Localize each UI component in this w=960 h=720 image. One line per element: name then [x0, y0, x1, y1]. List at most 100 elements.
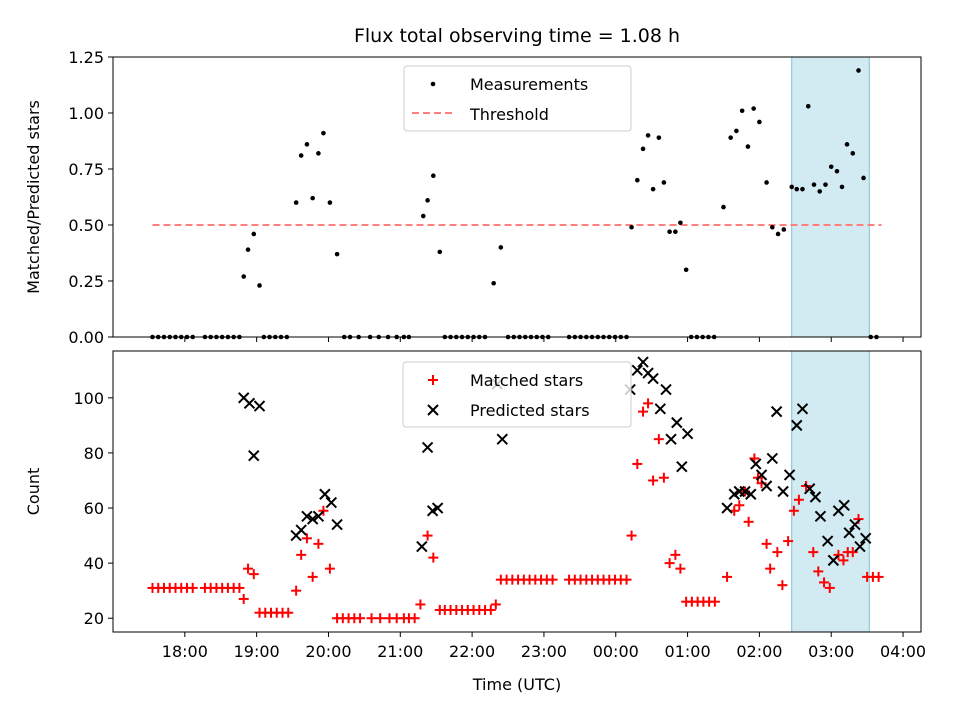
marker-stroke [238, 392, 250, 404]
predicted-star-point [416, 540, 428, 553]
matched-star-point [638, 406, 649, 417]
x-tick-label: 03:00 [808, 642, 854, 661]
legend-cross [427, 404, 439, 416]
predicted-star-point [295, 524, 307, 536]
predicted-star-point [676, 460, 688, 473]
predicted-star-point [783, 469, 796, 481]
predicted-star-point [306, 513, 319, 525]
matched-star-point [415, 599, 426, 610]
marker-stroke [681, 427, 694, 440]
predicted-star-point [721, 502, 733, 514]
measurement-point [775, 231, 781, 237]
matched-star-point [648, 475, 659, 486]
predicted-star-point [770, 405, 783, 418]
marker-stroke [243, 397, 256, 410]
measurements-panel: 0.00 0.25 0.50 0.75 1.00 1.25 Flux total obse… [24, 25, 922, 347]
measurement-point [251, 231, 257, 237]
legend-box [403, 65, 632, 132]
matched-star-point [643, 398, 654, 409]
measurement-point [316, 151, 321, 156]
matched-star-point [632, 458, 643, 469]
matched-star-point [248, 569, 259, 580]
matched-star-point [301, 533, 312, 544]
measurement-point [431, 173, 436, 179]
measurement-point [298, 153, 304, 158]
marker-stroke [783, 469, 796, 481]
measurement-point [661, 180, 667, 185]
marker-stroke [665, 433, 677, 445]
predicted-star-point [253, 400, 266, 412]
axes-frame [112, 350, 922, 633]
x-tick-label: 20:00 [305, 642, 351, 661]
measurement-point [844, 142, 850, 147]
matched-star-point [788, 505, 799, 516]
measurement-point [635, 177, 640, 183]
matched-star-point [833, 549, 844, 560]
measurement-point [721, 204, 726, 210]
matched-star-point [808, 547, 819, 558]
marker-stroke [821, 535, 834, 547]
predicted-star-point [849, 518, 861, 531]
predicted-star-point [745, 488, 757, 500]
measurement-point [745, 144, 751, 149]
marker-stroke [319, 488, 331, 500]
matched-star-point [490, 599, 501, 610]
matched-star-point [761, 538, 772, 549]
measurement-point [850, 151, 856, 156]
matched-star-point [626, 530, 637, 541]
matched-star-point [664, 558, 675, 569]
y-tick-label: 80 [84, 444, 104, 463]
y-tick-label: 0.00 [68, 328, 104, 347]
measurement-point [823, 182, 828, 187]
predicted-star-point [859, 532, 872, 545]
predicted-star-point [496, 433, 508, 445]
predicted-star-point [665, 433, 677, 445]
predicted-star-point [809, 491, 822, 503]
predicted-star-point [312, 510, 325, 523]
counts-panel: 20 40 60 80 100 18:00 19:00 20:00 21:00 22:00 23:0… [24, 350, 926, 694]
marker-stroke [421, 441, 434, 454]
marker-stroke [312, 510, 325, 523]
predicted-star-point [681, 427, 694, 440]
measurement-point [673, 229, 678, 235]
predicted-star-point [637, 356, 649, 368]
matched-star-point [670, 549, 681, 560]
marker-stroke [843, 527, 855, 539]
measurement-point [781, 227, 787, 232]
matched-star-point [409, 613, 420, 624]
matched-star-point [819, 577, 830, 588]
measurement-point [334, 251, 340, 257]
x-tick-label: 18:00 [162, 642, 208, 661]
y-tick-label: 0.75 [68, 160, 104, 179]
marker-stroke [770, 405, 783, 418]
predicted-star-point [631, 364, 644, 376]
matched-star-point [283, 607, 294, 618]
predicted-star-point [660, 383, 672, 396]
y-tick-label: 1.00 [68, 104, 104, 123]
marker-stroke [796, 403, 809, 415]
legend-label-measurements: Measurements [470, 75, 588, 94]
measurement-point [420, 213, 426, 219]
marker-stroke [248, 449, 260, 462]
matched-star-point [366, 613, 377, 624]
matched-star-point [847, 547, 858, 558]
marker-stroke [755, 469, 768, 481]
measurement-point [667, 229, 672, 235]
marker-stroke [427, 404, 439, 416]
marker-stroke [777, 485, 789, 498]
measurement-point [805, 103, 811, 109]
measurement-point [310, 195, 315, 201]
predicted-star-point [796, 403, 809, 415]
marker-stroke [859, 532, 872, 545]
marker-stroke [671, 416, 683, 429]
predicted-star-point [319, 488, 331, 500]
matched-star-point [428, 552, 439, 563]
measurement-point [678, 220, 683, 226]
x-tick-label: 01:00 [665, 642, 711, 661]
measurement-point [241, 274, 247, 279]
y-tick-label: 0.25 [68, 272, 104, 291]
x-tick-label: 23:00 [521, 642, 567, 661]
measurement-point [437, 249, 443, 255]
predicted-star-point [766, 452, 779, 465]
y-tick-label: 0.50 [68, 216, 104, 235]
